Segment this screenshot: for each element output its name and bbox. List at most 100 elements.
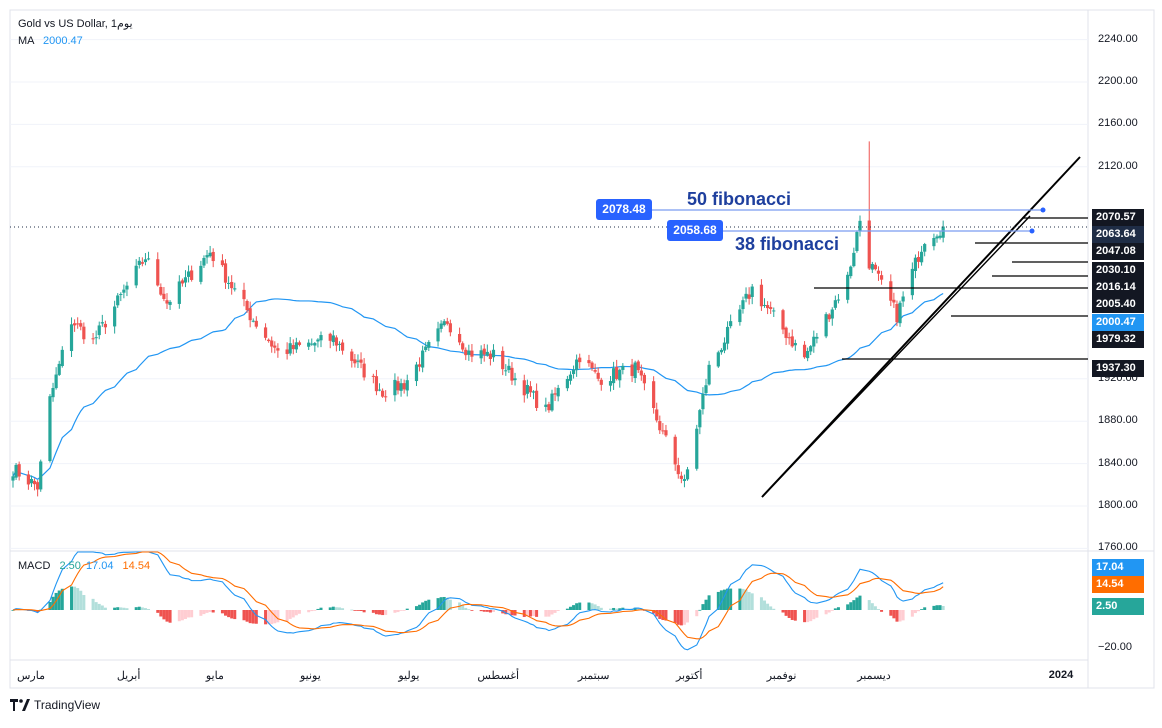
candle-body bbox=[458, 334, 462, 343]
trend-line[interactable] bbox=[761, 156, 1081, 498]
candle-body bbox=[291, 345, 295, 350]
trend-line-inner[interactable] bbox=[761, 215, 1031, 498]
macd-histogram-bar bbox=[750, 593, 754, 610]
candle-body bbox=[97, 325, 101, 336]
candle-body bbox=[630, 364, 634, 376]
price-tag[interactable]: 2030.10 bbox=[1092, 262, 1144, 279]
candle-body bbox=[356, 360, 360, 362]
candle-body bbox=[769, 307, 773, 309]
macd-tag[interactable]: 14.54 bbox=[1092, 576, 1144, 593]
macd-histogram-bar bbox=[855, 597, 859, 610]
macd-histogram-bar bbox=[270, 610, 274, 625]
candle-body bbox=[590, 362, 594, 369]
candle-body bbox=[402, 383, 406, 390]
fib50-price-tag[interactable]: 2078.48 bbox=[596, 199, 652, 220]
macd-histogram-bar bbox=[901, 610, 905, 621]
month-label: مارس bbox=[17, 670, 45, 682]
fib38-price-tag[interactable]: 2058.68 bbox=[667, 220, 723, 241]
candle-body bbox=[879, 275, 884, 280]
macd-histogram-bar bbox=[297, 610, 301, 614]
macd-histogram-bar bbox=[187, 610, 191, 618]
ma-value: 2000.47 bbox=[42, 35, 83, 47]
candle-body bbox=[116, 295, 120, 306]
candle-body bbox=[916, 256, 921, 262]
candle-body bbox=[855, 232, 859, 252]
candle-body bbox=[294, 342, 298, 350]
y-tick-label: 1840.00 bbox=[1098, 456, 1138, 469]
candle-body bbox=[910, 268, 914, 296]
macd-histogram-bar bbox=[190, 610, 194, 618]
price-tag[interactable]: 1937.30 bbox=[1092, 360, 1144, 377]
macd-histogram-bar bbox=[177, 610, 181, 622]
macd-histogram-bar bbox=[772, 608, 776, 610]
price-tag[interactable]: 1979.32 bbox=[1092, 331, 1144, 348]
macd-histogram-bar bbox=[673, 610, 677, 624]
candle-body bbox=[531, 391, 536, 393]
candle-body bbox=[707, 364, 711, 385]
candle-body bbox=[895, 303, 899, 323]
macd-histogram-bar bbox=[57, 590, 61, 610]
macd-histogram-bar bbox=[143, 608, 147, 610]
price-tag[interactable]: 2047.08 bbox=[1092, 243, 1144, 260]
price-tag[interactable]: 2063.64 bbox=[1092, 226, 1144, 243]
candle-body bbox=[233, 288, 237, 290]
macd-histogram-bar bbox=[784, 610, 788, 616]
price-tag[interactable]: 2005.40 bbox=[1092, 296, 1144, 313]
macd-histogram-bar bbox=[913, 610, 917, 614]
price-tag[interactable]: 2070.57 bbox=[1092, 209, 1144, 226]
candle-body bbox=[867, 220, 871, 269]
macd-histogram-bar bbox=[180, 610, 184, 621]
candle-body bbox=[134, 265, 138, 286]
candle-body bbox=[156, 259, 160, 286]
fib38-handle[interactable] bbox=[1029, 228, 1035, 234]
candle-body bbox=[208, 252, 212, 257]
y-tick-label: 2160.00 bbox=[1098, 117, 1138, 130]
candle-body bbox=[79, 323, 83, 327]
macd-histogram-bar bbox=[159, 610, 163, 617]
macd-histogram-bar bbox=[806, 610, 810, 623]
candle-body bbox=[525, 385, 529, 394]
macd-histogram-bar bbox=[830, 610, 834, 611]
fib38-label[interactable]: 38 fibonacci bbox=[735, 234, 840, 254]
candle-body bbox=[297, 342, 302, 345]
fib50-handle[interactable] bbox=[1040, 207, 1046, 213]
macd-histogram-bar bbox=[399, 610, 403, 611]
price-tag[interactable]: 2000.47 bbox=[1092, 314, 1144, 331]
macd-histogram-bar bbox=[470, 610, 474, 611]
candle-body bbox=[633, 362, 637, 379]
macd-histogram-bar bbox=[787, 610, 791, 618]
candle-body bbox=[852, 252, 856, 267]
candle-body bbox=[830, 309, 834, 319]
macd-histogram-bar bbox=[836, 607, 840, 610]
macd-histogram-bar bbox=[313, 610, 317, 611]
candle-body bbox=[73, 323, 77, 326]
candle-body bbox=[464, 349, 468, 356]
macd-label: MACD bbox=[18, 560, 51, 572]
candle-body bbox=[571, 369, 576, 375]
macd-histogram-bar bbox=[384, 610, 388, 615]
macd-histogram-bar bbox=[759, 597, 763, 610]
macd-histogram-bar bbox=[251, 610, 255, 624]
macd-histogram-bar bbox=[341, 608, 345, 610]
macd-histogram-bar bbox=[550, 610, 554, 615]
candle-body bbox=[787, 337, 791, 339]
macd-histogram-bar bbox=[464, 607, 468, 610]
tradingview-logo[interactable]: TradingView bbox=[10, 698, 100, 712]
macd-tag[interactable]: 2.50 bbox=[1092, 598, 1144, 615]
candle-body bbox=[661, 430, 665, 432]
month-label: يونيو bbox=[299, 670, 321, 682]
price-tag[interactable]: 2016.14 bbox=[1092, 279, 1144, 296]
macd-histogram-bar bbox=[220, 610, 224, 614]
candle-body bbox=[186, 271, 191, 277]
month-label: سبتمبر bbox=[577, 670, 610, 682]
macd-tick-label: −20.00 bbox=[1098, 641, 1132, 653]
candle-body bbox=[439, 323, 443, 329]
macd-histogram-bar bbox=[378, 610, 382, 615]
macd-tag[interactable]: 17.04 bbox=[1092, 559, 1144, 576]
fib50-label[interactable]: 50 fibonacci bbox=[687, 189, 792, 209]
macd-histogram-bar bbox=[11, 610, 15, 611]
candle-body bbox=[168, 301, 172, 305]
candle-body bbox=[230, 281, 234, 289]
candle-body bbox=[535, 390, 539, 408]
